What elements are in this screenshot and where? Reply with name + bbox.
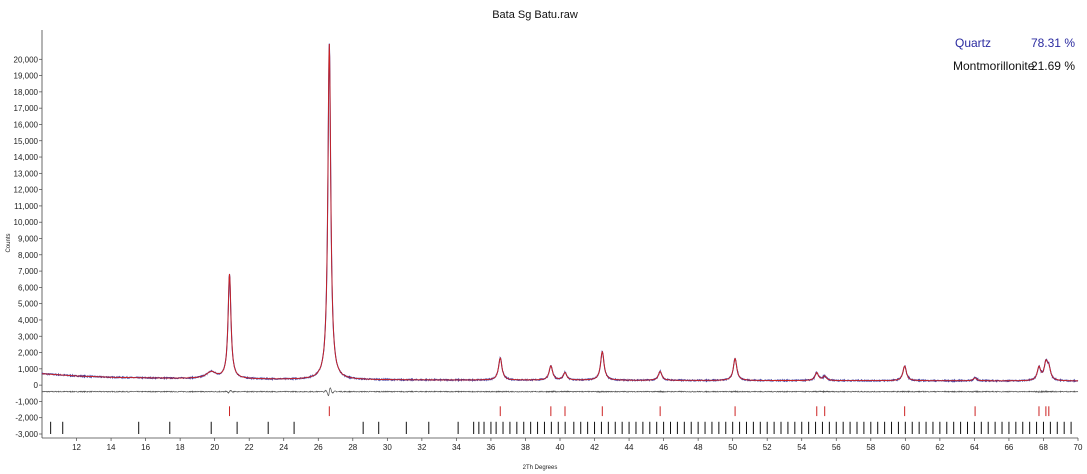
y-tick-label: 3,000 xyxy=(18,332,39,341)
legend-montmorillonite-value: 21.69 % xyxy=(1031,59,1075,73)
y-tick-label: 15,000 xyxy=(14,137,39,146)
x-tick-label: 68 xyxy=(1039,443,1048,452)
y-tick-label: -1,000 xyxy=(15,397,38,406)
y-axis-label: Counts xyxy=(6,233,12,252)
calculated-pattern-line xyxy=(41,43,1078,382)
x-tick-label: 24 xyxy=(279,443,288,452)
y-tick-label: 0 xyxy=(34,381,39,390)
y-tick-label: 1,000 xyxy=(18,365,39,374)
x-tick-label: 46 xyxy=(659,443,668,452)
y-tick-label: 18,000 xyxy=(14,88,39,97)
x-tick-label: 58 xyxy=(866,443,875,452)
y-tick-label: 20,000 xyxy=(14,55,39,64)
y-tick-label: 4,000 xyxy=(18,316,39,325)
y-tick-label: 11,000 xyxy=(14,202,38,211)
x-tick-label: 66 xyxy=(1004,443,1013,452)
x-tick-label: 16 xyxy=(141,443,150,452)
y-tick-label: 6,000 xyxy=(18,283,39,292)
x-tick-label: 40 xyxy=(556,443,565,452)
y-tick-label: 12,000 xyxy=(14,186,39,195)
x-tick-label: 26 xyxy=(314,443,323,452)
x-tick-label: 54 xyxy=(797,443,806,452)
phase-reflection-markers xyxy=(50,406,1072,434)
x-tick-label: 62 xyxy=(935,443,944,452)
x-tick-label: 64 xyxy=(970,443,979,452)
y-tick-label: 13,000 xyxy=(14,169,39,178)
y-tick-label: 16,000 xyxy=(14,120,39,129)
x-tick-label: 30 xyxy=(383,443,392,452)
x-tick-label: 52 xyxy=(763,443,772,452)
x-tick-label: 44 xyxy=(625,443,634,452)
y-tick-label: 19,000 xyxy=(14,72,39,81)
y-tick-label: 14,000 xyxy=(14,153,39,162)
y-tick-label: 10,000 xyxy=(14,218,39,227)
x-tick-label: 12 xyxy=(72,443,81,452)
x-tick-label: 42 xyxy=(590,443,599,452)
y-tick-label: 17,000 xyxy=(14,104,39,113)
x-axis-ticks: 12 14 16 18 20 22 24 26 28 30 32 34 36 38 40 42 44 46 48 50… xyxy=(72,438,1083,452)
x-tick-label: 50 xyxy=(728,443,737,452)
legend-montmorillonite-name: Montmorillonite xyxy=(953,59,1035,73)
phase-legend: Quartz 78.31 % Montmorillonite 21.69 % xyxy=(953,36,1075,73)
x-tick-label: 32 xyxy=(417,443,426,452)
x-tick-label: 20 xyxy=(210,443,219,452)
y-tick-label: 5,000 xyxy=(18,300,39,309)
x-tick-label: 36 xyxy=(486,443,495,452)
y-axis-ticks: -3,000 -2,000 -1,000 0 1,000 2,000 3,000 4,000 5… xyxy=(14,55,42,439)
x-tick-label: 70 xyxy=(1074,443,1083,452)
x-tick-label: 18 xyxy=(176,443,185,452)
difference-curve xyxy=(41,387,1079,397)
legend-quartz-value: 78.31 % xyxy=(1031,36,1075,50)
y-tick-label: -2,000 xyxy=(15,414,38,423)
x-tick-label: 28 xyxy=(348,443,357,452)
x-tick-label: 48 xyxy=(694,443,703,452)
y-tick-label: 7,000 xyxy=(18,267,39,276)
x-tick-label: 56 xyxy=(832,443,841,452)
legend-quartz-name: Quartz xyxy=(955,36,991,50)
x-tick-label: 34 xyxy=(452,443,461,452)
x-tick-label: 60 xyxy=(901,443,910,452)
x-tick-label: 22 xyxy=(245,443,254,452)
x-tick-label: 38 xyxy=(521,443,530,452)
y-tick-label: 2,000 xyxy=(18,349,39,358)
observed-pattern-line xyxy=(41,43,1079,383)
y-tick-label: 8,000 xyxy=(18,251,39,260)
chart-title: Bata Sg Batu.raw xyxy=(492,9,578,21)
x-axis-label: 2Th Degrees xyxy=(523,465,558,471)
y-tick-label: -3,000 xyxy=(15,430,38,439)
y-tick-label: 9,000 xyxy=(18,235,39,244)
x-tick-label: 14 xyxy=(107,443,116,452)
